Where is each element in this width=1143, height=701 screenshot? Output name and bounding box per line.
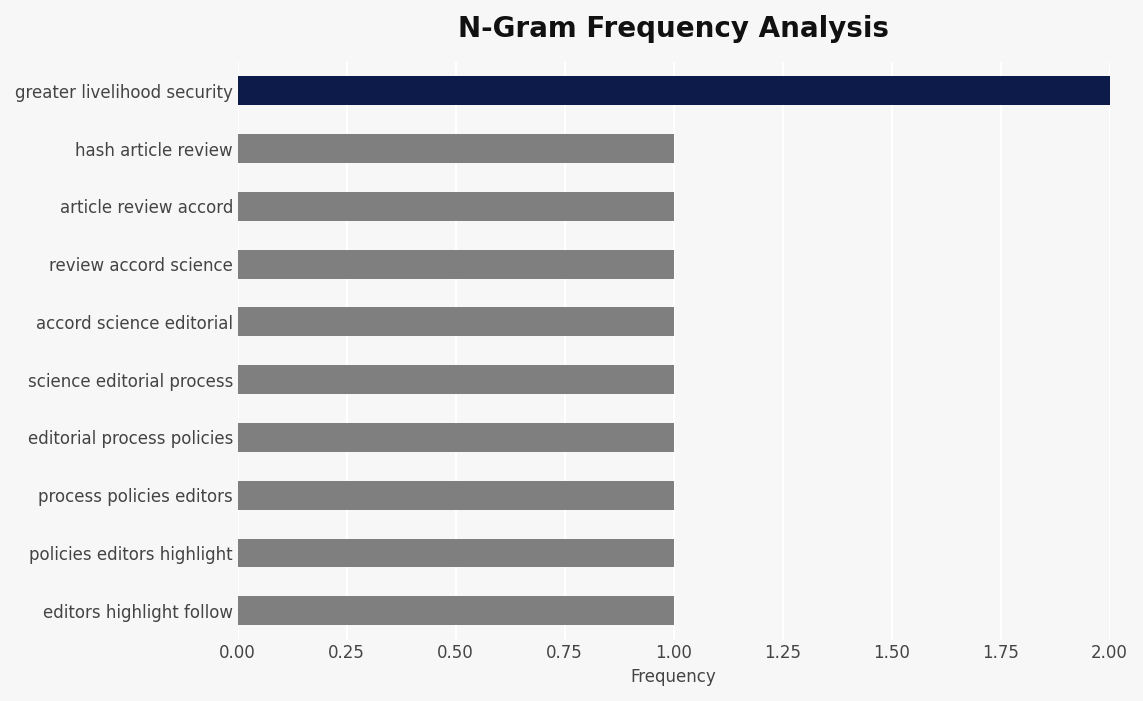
Bar — [238, 236, 1110, 293]
Bar — [238, 365, 673, 394]
Bar — [238, 192, 673, 221]
Bar — [238, 538, 673, 567]
Bar — [238, 350, 1110, 409]
Bar — [238, 134, 673, 163]
Bar — [238, 62, 1110, 120]
Bar — [238, 481, 673, 510]
Bar — [238, 423, 673, 452]
Bar — [238, 308, 673, 336]
Bar — [238, 250, 673, 278]
Bar — [238, 582, 1110, 639]
Title: N-Gram Frequency Analysis: N-Gram Frequency Analysis — [458, 15, 889, 43]
Bar — [238, 177, 1110, 236]
Bar — [238, 76, 1110, 105]
X-axis label: Frequency: Frequency — [631, 668, 717, 686]
Bar — [238, 524, 1110, 582]
Bar — [238, 466, 1110, 524]
Bar — [238, 120, 1110, 177]
Bar — [238, 597, 673, 625]
Bar — [238, 409, 1110, 466]
Bar — [238, 293, 1110, 350]
